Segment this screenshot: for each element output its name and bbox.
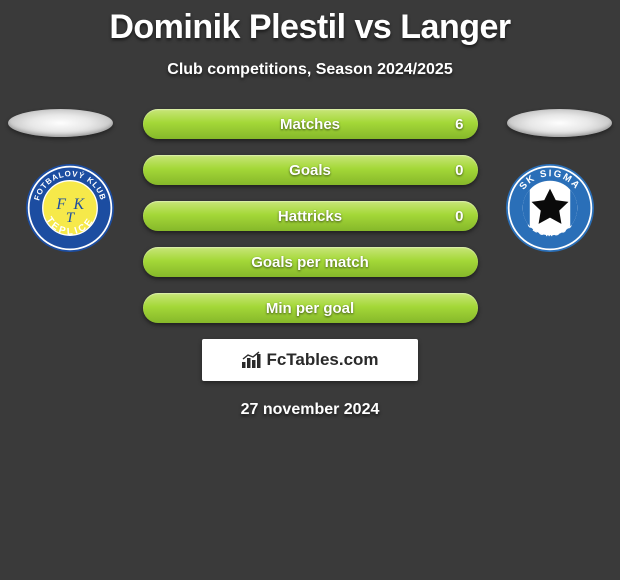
date-text: 27 november 2024 — [0, 401, 620, 419]
svg-text:F: F — [55, 196, 66, 213]
teplice-badge: FOTBALOVÝ KLUB TEPLICE F K T — [26, 164, 114, 252]
stat-label: Matches — [280, 116, 340, 133]
stat-row-min-per-goal: Min per goal — [143, 293, 478, 323]
stat-label: Goals per match — [251, 254, 369, 271]
bars-icon — [241, 351, 263, 369]
site-logo-text: FcTables.com — [241, 350, 378, 370]
player-right-platform — [507, 109, 612, 137]
svg-text:K: K — [73, 196, 86, 213]
site-name: FcTables.com — [266, 350, 378, 370]
stat-label: Hattricks — [278, 208, 342, 225]
stat-row-goals: Goals 0 — [143, 155, 478, 185]
page-title: Dominik Plestil vs Langer — [0, 0, 620, 47]
stat-value: 0 — [455, 162, 463, 179]
stat-value: 0 — [455, 208, 463, 225]
sigma-olomouc-badge: SK SIGMA OLOMOUC — [506, 164, 594, 252]
stat-label: Goals — [289, 162, 331, 179]
stat-row-goals-per-match: Goals per match — [143, 247, 478, 277]
subtitle: Club competitions, Season 2024/2025 — [0, 61, 620, 79]
stat-value: 6 — [455, 116, 463, 133]
stat-label: Min per goal — [266, 300, 354, 317]
stat-rows: Matches 6 Goals 0 Hattricks 0 Goals per … — [143, 109, 478, 323]
site-logo: FcTables.com — [202, 339, 418, 381]
stat-row-hattricks: Hattricks 0 — [143, 201, 478, 231]
player-left-platform — [8, 109, 113, 137]
comparison-content: FOTBALOVÝ KLUB TEPLICE F K T SK SIGMA — [0, 109, 620, 419]
stat-row-matches: Matches 6 — [143, 109, 478, 139]
